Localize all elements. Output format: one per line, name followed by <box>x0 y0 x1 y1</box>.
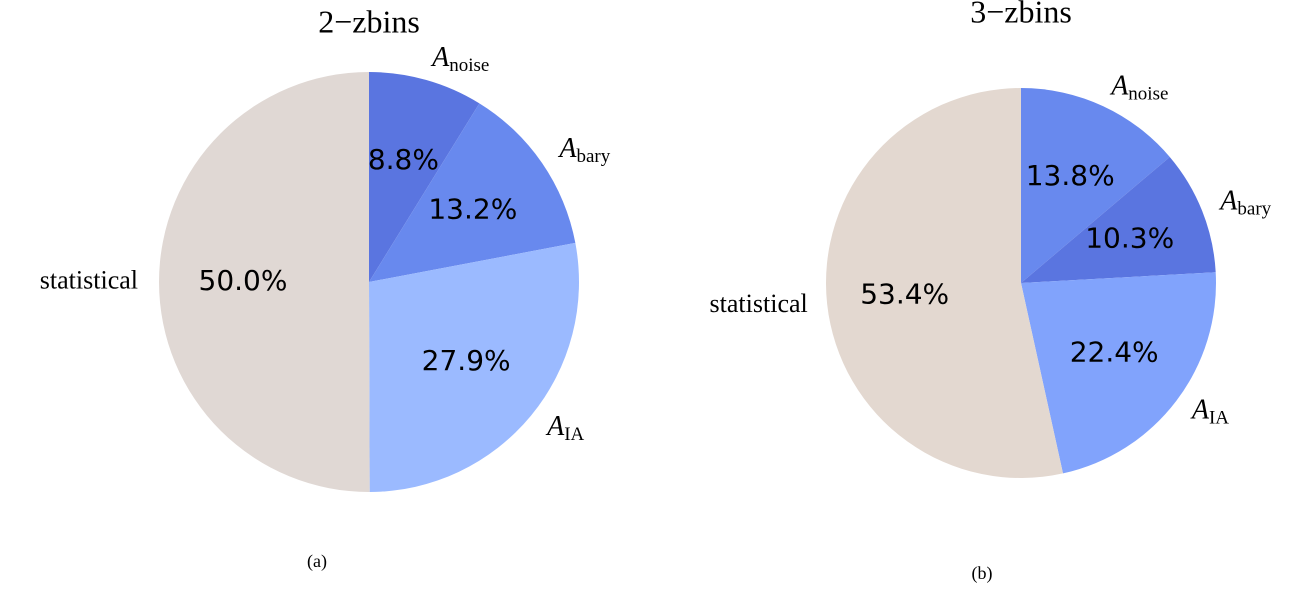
chart-title: 2−zbins <box>318 3 420 39</box>
value-label: 10.3% <box>1085 222 1174 255</box>
value-label: 53.4% <box>860 278 949 311</box>
caption: (b) <box>972 563 993 584</box>
label-subscript: IA <box>564 424 584 445</box>
caption: (a) <box>307 551 327 572</box>
label-subscript: bary <box>576 147 610 168</box>
label-subscript: bary <box>1237 199 1271 220</box>
slice-label: Abary <box>1218 186 1271 220</box>
pie-slice <box>369 72 480 282</box>
slice-label: AIA <box>545 412 584 446</box>
value-label: 27.9% <box>422 344 511 377</box>
label-subscript: IA <box>1209 408 1229 429</box>
pie-slice <box>159 72 370 492</box>
pie-slice <box>369 103 576 282</box>
value-label: 22.4% <box>1070 336 1159 369</box>
pie-slice <box>369 242 579 492</box>
value-label: 8.8% <box>368 143 439 176</box>
pie-slice <box>1021 272 1217 474</box>
label-symbol: A <box>545 412 565 443</box>
label-symbol: A <box>1190 395 1210 426</box>
slice-label: Anoise <box>430 42 489 76</box>
pie-slice <box>1021 88 1170 283</box>
slice-label: statistical <box>40 265 138 294</box>
value-label: 13.8% <box>1026 159 1115 192</box>
value-label: 13.2% <box>428 193 517 226</box>
label-symbol: A <box>1218 186 1238 217</box>
label-subscript: noise <box>449 55 489 76</box>
label-symbol: A <box>557 134 577 165</box>
slice-label: Abary <box>557 134 610 168</box>
pie-slice <box>1021 156 1216 283</box>
label-symbol: A <box>430 42 450 73</box>
slice-label: statistical <box>710 289 808 318</box>
pie-slice <box>826 88 1063 478</box>
label-subscript: noise <box>1128 84 1168 105</box>
value-label: 50.0% <box>199 264 288 297</box>
chart-title: 3−zbins <box>970 0 1072 29</box>
label-symbol: A <box>1109 71 1129 102</box>
slice-label: AIA <box>1190 395 1229 429</box>
slice-label: Anoise <box>1109 71 1168 105</box>
